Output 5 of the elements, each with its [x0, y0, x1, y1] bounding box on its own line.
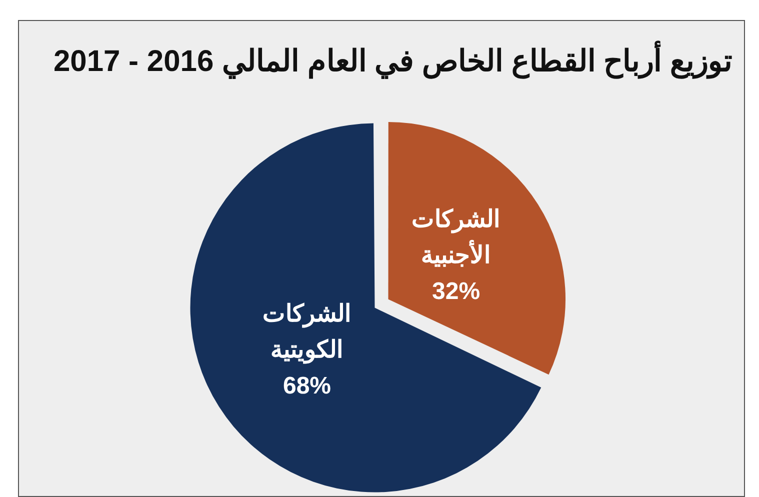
slice-label: الشركات الأجنبية — [412, 206, 501, 269]
data-label: 68% — [282, 372, 332, 400]
chart-title: توزيع أرباح القطاع الخاص في العام المالي 2016 - 2017 — [52, 43, 732, 79]
slice-label: الشركات الكويتية — [262, 300, 352, 364]
data-label: 32% — [432, 278, 480, 305]
